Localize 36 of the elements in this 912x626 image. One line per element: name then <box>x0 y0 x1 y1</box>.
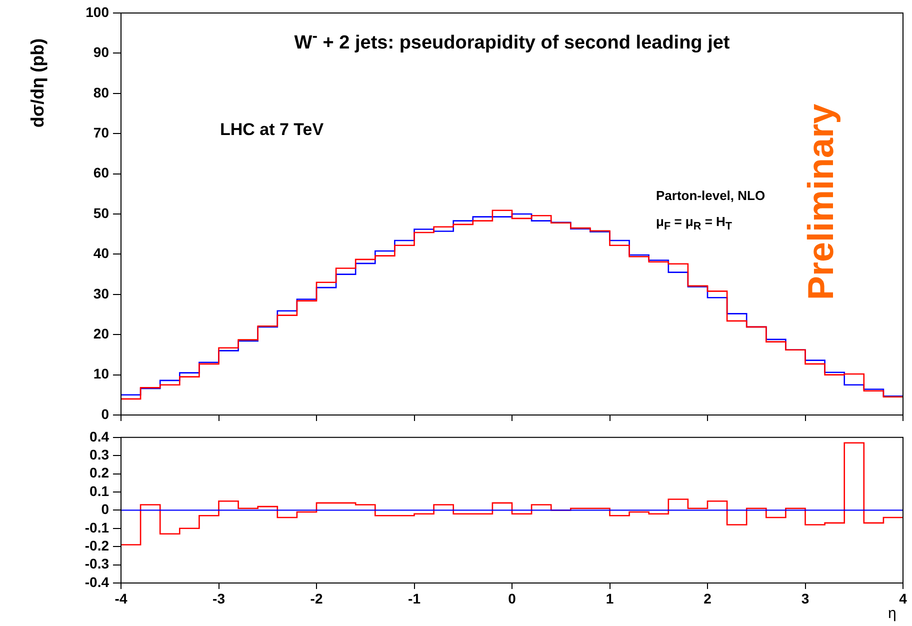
y-tick-label: -0.2 <box>84 537 110 554</box>
x-tick-label: -1 <box>408 590 421 606</box>
y-tick-label: -0.4 <box>84 574 110 590</box>
annotation: μ$_{F}$ = μ$_{R}$ = H$_{T}$ <box>656 214 732 233</box>
x-tick-label: -4 <box>114 590 128 606</box>
y-tick-label: 0.4 <box>90 428 110 444</box>
y-tick-label: 0 <box>101 406 110 422</box>
x-axis-title: η <box>888 605 896 622</box>
x-tick-label: -3 <box>212 590 226 606</box>
y-tick-label: 30 <box>93 285 110 302</box>
y-tick-label: 50 <box>93 204 110 221</box>
annotation: Parton-level, NLO <box>656 188 766 203</box>
y-tick-label: 0.3 <box>90 446 110 462</box>
y-tick-label: 0.1 <box>90 482 110 499</box>
y-tick-label: 0.2 <box>90 464 110 481</box>
y-axis-title: dσ/dη (pb) <box>28 38 48 128</box>
x-tick-label: 1 <box>606 590 614 606</box>
y-tick-label: 0 <box>101 501 110 518</box>
y-tick-label: 60 <box>93 164 110 181</box>
x-tick-label: 0 <box>508 590 516 606</box>
y-tick-label: 20 <box>93 325 110 342</box>
x-tick-label: 3 <box>801 590 810 606</box>
x-tick-label: 2 <box>704 590 712 606</box>
y-tick-label: 40 <box>93 245 110 262</box>
y-tick-label: 100 <box>86 4 110 20</box>
y-tick-label: 70 <box>93 124 110 140</box>
x-tick-label: 4 <box>899 590 908 606</box>
x-tick-label: -2 <box>310 590 323 606</box>
annotation: Preliminary <box>800 104 842 300</box>
y-tick-label: -0.1 <box>84 519 110 536</box>
y-tick-label: 10 <box>93 366 110 382</box>
text: W$^{-}$ + 2 jets: pseudorapidity of second leading jet <box>294 28 730 54</box>
annotation: LHC at 7 TeV <box>220 120 324 140</box>
y-tick-label: 90 <box>93 44 110 60</box>
y-tick-label: 80 <box>93 84 110 100</box>
y-tick-label: -0.3 <box>84 556 110 572</box>
